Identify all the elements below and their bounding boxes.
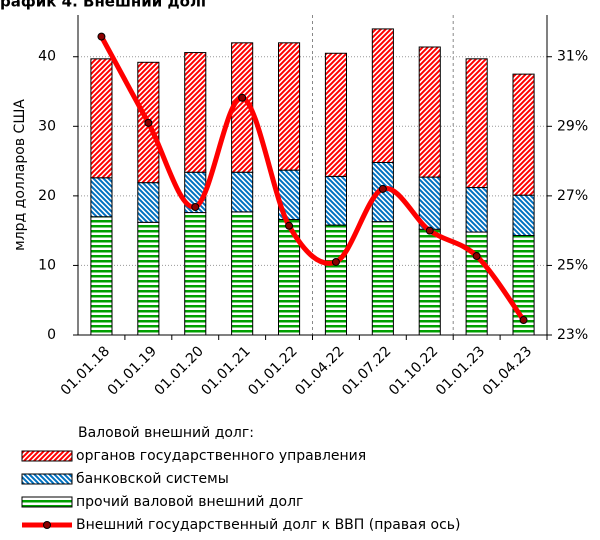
- x-tick-label: 01.07.22: [339, 343, 394, 398]
- line-marker: [472, 252, 481, 261]
- bar-segment: [324, 175, 348, 226]
- y-tick-label: 30: [38, 118, 56, 134]
- y-tick-label: 10: [38, 257, 56, 273]
- legend-label: прочий валовой внешний долг: [76, 494, 303, 510]
- legend-label: Внешний государственный долг к ВВП (прав…: [76, 517, 461, 533]
- x-tick-label: 01.10.22: [386, 343, 441, 398]
- line-marker: [331, 257, 340, 266]
- x-tick-label: 01.01.18: [58, 343, 113, 398]
- x-tick-label: 01.04.22: [292, 343, 347, 398]
- y2-tick-label: 29%: [557, 118, 588, 134]
- bar-segment: [324, 52, 348, 177]
- y-tick-label: 40: [38, 49, 56, 65]
- bar-segment: [277, 42, 301, 171]
- bar-segment: [137, 182, 160, 223]
- bar-segment: [465, 58, 488, 189]
- legend-swatch: [21, 473, 73, 485]
- line-marker: [144, 118, 153, 127]
- x-tick-label: 01.01.23: [433, 343, 488, 398]
- x-tick-label: 01.04.23: [480, 343, 535, 398]
- x-tick-label: 01.01.22: [245, 343, 300, 398]
- line-marker: [378, 184, 387, 193]
- line-marker: [191, 203, 200, 211]
- y-axis-label: млрд долларов США: [12, 99, 28, 251]
- y-tick-label: 0: [47, 327, 56, 343]
- x-tick-label: 01.01.20: [152, 343, 207, 398]
- bar-segment: [465, 187, 488, 233]
- y-tick-label: 20: [38, 188, 56, 204]
- legend-marker: [43, 521, 51, 529]
- line-marker: [238, 93, 247, 102]
- x-tick-label: 01.01.19: [105, 343, 160, 398]
- bar-segment: [137, 221, 160, 336]
- bar-segment: [231, 211, 254, 336]
- y2-tick-label: 31%: [557, 49, 588, 65]
- bar-segment: [371, 28, 394, 163]
- legend-label: органов государственного управления: [76, 448, 366, 464]
- chart-title: рафик 4. Внешний долг: [0, 0, 209, 11]
- line-marker: [97, 32, 106, 41]
- bar-segment: [512, 194, 535, 237]
- x-tick-label: 01.01.21: [198, 343, 253, 398]
- bar-segment: [90, 216, 113, 336]
- y2-tick-label: 25%: [557, 257, 588, 273]
- line-marker: [285, 221, 294, 230]
- bar-segment: [184, 212, 207, 336]
- legend-label: банковской системы: [76, 471, 229, 487]
- legend-swatch: [21, 450, 73, 462]
- bar-segment: [231, 171, 254, 213]
- legend-title: Валовой внешний долг:: [78, 425, 254, 441]
- line-marker: [519, 316, 528, 325]
- bar-segment: [184, 52, 207, 173]
- bar-segment: [324, 224, 348, 336]
- bar-segment: [90, 58, 113, 179]
- y2-tick-label: 27%: [557, 188, 588, 204]
- bar-segment: [418, 46, 441, 178]
- bar-segment: [418, 228, 441, 336]
- legend-swatch: [21, 496, 73, 508]
- bar-segment: [90, 177, 113, 218]
- y2-tick-label: 23%: [557, 327, 588, 343]
- bar-segment: [512, 73, 535, 196]
- line-marker: [425, 226, 434, 235]
- bar-segment: [371, 221, 394, 336]
